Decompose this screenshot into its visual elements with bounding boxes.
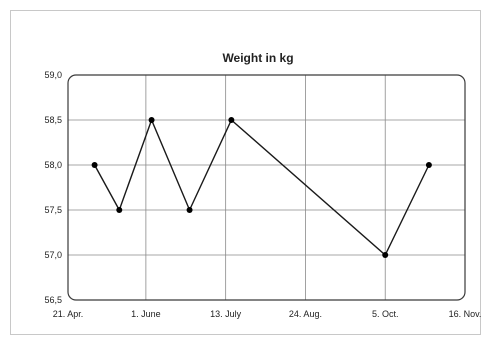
chart-title: Weight in kg bbox=[222, 51, 293, 65]
plot-frame bbox=[67, 74, 466, 301]
y-tick-label: 56,5 bbox=[44, 295, 62, 305]
x-tick-label: 13. July bbox=[210, 309, 242, 319]
data-point bbox=[382, 252, 389, 258]
y-tick-label: 58,0 bbox=[44, 160, 62, 170]
x-tick-label: 1. June bbox=[131, 309, 161, 319]
data-point bbox=[425, 162, 432, 168]
data-point bbox=[228, 117, 235, 123]
y-tick-label: 59,0 bbox=[44, 70, 62, 80]
weight-series bbox=[91, 117, 432, 258]
data-point bbox=[116, 207, 123, 213]
data-point bbox=[91, 162, 98, 168]
y-axis-ticks: 59,0 58,5 58,0 57,5 57,0 56,5 bbox=[44, 70, 62, 305]
outer-border bbox=[10, 10, 481, 335]
x-tick-label: 24. Aug. bbox=[289, 309, 322, 319]
x-tick-label: 5. Oct. bbox=[372, 309, 399, 319]
x-axis-ticks: 21. Apr. 1. June 13. July 24. Aug. 5. Oct. 16… bbox=[53, 309, 482, 319]
grid-lines bbox=[68, 75, 465, 300]
x-tick-label: 16. Nov. bbox=[449, 309, 482, 319]
y-tick-label: 58,5 bbox=[44, 115, 62, 125]
data-point bbox=[148, 117, 155, 123]
y-tick-label: 57,5 bbox=[44, 205, 62, 215]
data-point bbox=[186, 207, 193, 213]
x-tick-label: 21. Apr. bbox=[53, 309, 84, 319]
y-tick-label: 57,0 bbox=[44, 250, 62, 260]
